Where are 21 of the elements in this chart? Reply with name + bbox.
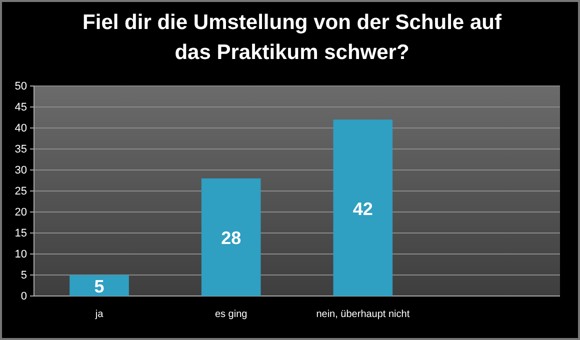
y-tick-label: 5 bbox=[20, 270, 27, 282]
y-tick-label: 50 bbox=[14, 80, 27, 93]
y-tick-label: 35 bbox=[14, 144, 27, 156]
chart-title: Fiel dir die Umstellung von der Schule auf das Praktikum schwer? bbox=[82, 10, 502, 66]
bar bbox=[70, 275, 129, 296]
y-tick-label: 40 bbox=[14, 122, 27, 135]
data-label: 42 bbox=[352, 198, 373, 219]
y-tick-label: 30 bbox=[14, 164, 27, 177]
bar bbox=[333, 120, 393, 296]
x-tick-label: es ging bbox=[214, 309, 248, 320]
y-tick-label: 0 bbox=[20, 290, 27, 303]
bar bbox=[201, 178, 261, 296]
y-tick-label: 10 bbox=[14, 248, 27, 261]
data-label: 28 bbox=[221, 228, 242, 248]
data-label: 5 bbox=[94, 276, 104, 296]
x-tick-label: ja bbox=[94, 309, 104, 320]
y-tick-label: 15 bbox=[14, 228, 27, 240]
y-tick-label: 20 bbox=[14, 206, 27, 219]
x-tick-label: nein, überhaupt nicht bbox=[316, 309, 410, 320]
y-tick-label: 45 bbox=[14, 102, 27, 114]
y-tick-label: 25 bbox=[14, 186, 27, 198]
